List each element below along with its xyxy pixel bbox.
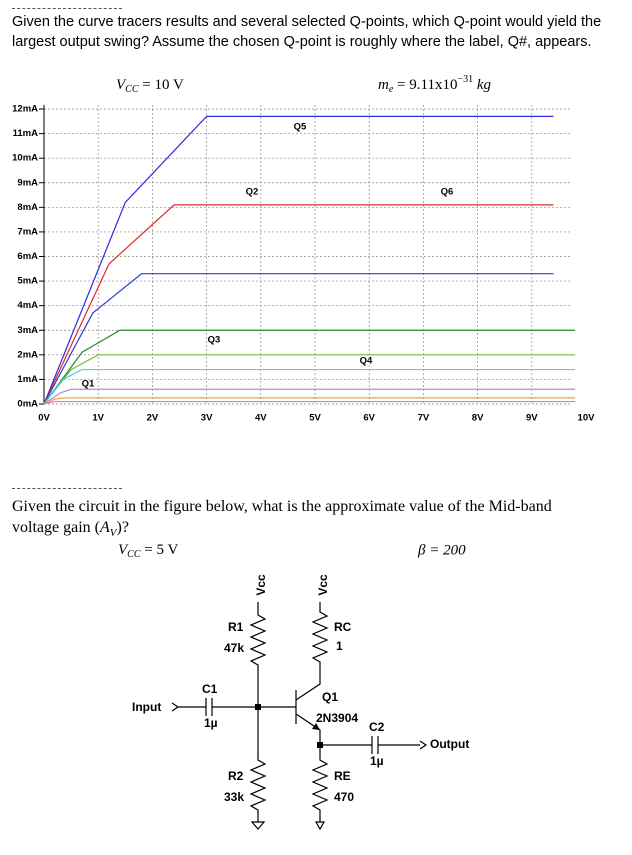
symbol: V — [118, 542, 129, 558]
x-tick-label: 10V — [578, 413, 596, 424]
value: = 5 V — [141, 542, 179, 558]
subscript: V — [109, 527, 117, 540]
curve — [43, 368, 576, 405]
q-point-label: Q5 — [294, 122, 307, 133]
c2-value: 1µ — [370, 754, 384, 768]
y-tick-label: 10mA — [12, 153, 38, 164]
x-tick-label: 6V — [363, 413, 375, 424]
chart: 0mA 1mA 2mA 3mA 4mA 5mA 6mA 7mA 8mA 9mA 10mA 11mA 12… — [12, 104, 595, 424]
y-tick-label: 2mA — [17, 349, 38, 360]
q1-label: Q1 — [322, 690, 338, 704]
y-tick-label: 8mA — [17, 202, 38, 213]
node — [317, 742, 323, 748]
rc-label: RC — [334, 620, 352, 634]
emitter-arrow — [312, 723, 320, 730]
curve — [43, 388, 576, 405]
y-tick-label: 0mA — [17, 399, 38, 410]
symbol: A — [99, 519, 110, 536]
vcc-label: VCC = 5 V — [118, 542, 178, 560]
x-tick-label: 4V — [255, 413, 267, 424]
unit: kg — [473, 77, 491, 93]
separator — [12, 488, 122, 489]
rc-value: 1 — [336, 639, 343, 653]
re-value: 470 — [334, 790, 354, 804]
x-tick-label: 5V — [309, 413, 321, 424]
node — [255, 704, 261, 710]
symbol: m — [378, 77, 389, 93]
y-tick-label: 1mA — [17, 374, 38, 385]
q1-part: 2N3904 — [316, 711, 358, 725]
y-tick-label: 9mA — [17, 177, 38, 188]
curve — [43, 329, 576, 405]
subscript: CC — [125, 84, 139, 95]
vcc-pin: Vcc — [316, 574, 330, 596]
r2-value: 33k — [224, 790, 244, 804]
x-tick-label: 1V — [92, 413, 104, 424]
re-branch — [311, 750, 329, 822]
x-tick-label: 0V — [38, 413, 50, 424]
r2-label: R2 — [228, 769, 244, 783]
rc-branch — [311, 602, 329, 680]
value: = 10 V — [139, 77, 184, 93]
y-tick-label: 4mA — [17, 300, 38, 311]
y-tick-label: 7mA — [17, 226, 38, 237]
input-label: Input — [132, 700, 161, 714]
q-point-label: Q3 — [208, 335, 221, 346]
curve — [43, 397, 576, 405]
q-point-label: Q1 — [82, 379, 95, 390]
superscript: −31 — [457, 74, 473, 85]
q-point-label: Q2 — [246, 187, 259, 198]
question-text: Given the circuit in the figure below, w… — [12, 498, 552, 536]
symbol: V — [116, 77, 127, 93]
beta-label: β = 200 — [417, 542, 466, 558]
question-text: Given the circuit in the figure below, w… — [12, 496, 572, 544]
re-label: RE — [334, 769, 351, 783]
y-tick-label: 12mA — [12, 104, 38, 115]
r1-r2-branch — [249, 602, 267, 822]
question-text: Given the curve tracers results and seve… — [12, 14, 602, 50]
subscript: CC — [127, 549, 141, 560]
value: = 9.11x10 — [393, 77, 457, 93]
y-tick-label: 6mA — [17, 251, 38, 262]
output-label: Output — [430, 737, 469, 751]
mass-label: me = 9.11x10−31 kg — [378, 74, 492, 95]
c2-label: C2 — [369, 720, 385, 734]
y-tick-label: 11mA — [13, 128, 38, 139]
x-tick-label: 7V — [418, 413, 430, 424]
x-tick-label: 8V — [472, 413, 484, 424]
c1-label: C1 — [202, 682, 218, 696]
curve — [43, 204, 554, 405]
curve — [43, 400, 576, 405]
input-wire — [171, 698, 296, 716]
r1-value: 47k — [224, 641, 244, 655]
curve — [43, 273, 554, 405]
y-tick-label: 3mA — [17, 325, 38, 336]
curve — [43, 115, 554, 405]
vcc-pin: Vcc — [254, 574, 268, 596]
x-tick-label: 9V — [526, 413, 538, 424]
r1-label: R1 — [228, 620, 244, 634]
vcc-label: VCC = 10 V — [116, 77, 184, 95]
x-tick-label: 3V — [201, 413, 213, 424]
x-tick-label: 2V — [147, 413, 159, 424]
c1-value: 1µ — [204, 716, 218, 730]
question-text: )? — [116, 519, 129, 536]
q-point-label: Q6 — [441, 187, 454, 198]
ground — [250, 821, 326, 831]
q-point-label: Q4 — [360, 356, 373, 367]
circuit: VCC = 5 V β = 200 Vcc Vcc R1 47k RC 1 C1… — [118, 542, 469, 831]
separator — [12, 8, 122, 9]
subscript: e — [389, 84, 394, 95]
y-tick-label: 5mA — [17, 276, 38, 287]
